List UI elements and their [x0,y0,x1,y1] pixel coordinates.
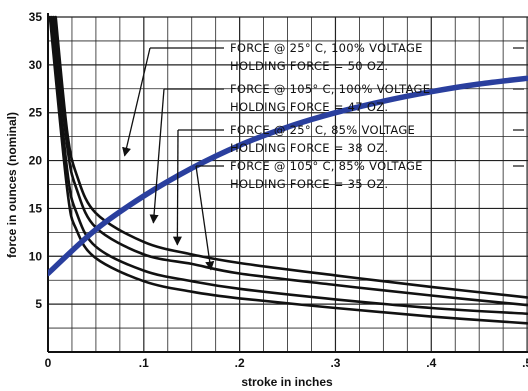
x-tick-label: .2 [235,356,245,370]
annotation-line2: HOLDING FORCE = 38 OZ. [230,141,388,155]
y-axis-label: force in ounces (nominal) [5,112,19,258]
tick-labels: 0 .1 .2 .3 .4 .5 5 10 15 20 25 30 35 [29,10,528,370]
annotation-line2: HOLDING FORCE = 35 OZ. [230,177,388,191]
annotation-line1: FORCE @ 105° C, 85% VOLTAGE [230,159,423,173]
x-axis-label: stroke in inches [241,375,333,389]
annotation-line1: FORCE @ 25° C, 85% VOLTAGE [230,123,415,137]
y-tick-label: 15 [29,201,43,215]
x-tick-label: .4 [426,356,436,370]
x-tick-label: .1 [139,356,149,370]
series-line-3 [50,15,528,315]
annotation-line2: HOLDING FORCE = 50 OZ. [230,59,388,73]
series-line-blue [48,75,528,277]
series-line-2 [52,15,528,307]
annotation-line1: FORCE @ 25° C, 100% VOLTAGE [230,41,423,55]
y-tick-label: 30 [29,58,43,72]
x-tick-label: .3 [330,356,340,370]
series-line-1 [54,15,528,299]
x-tick-label: .5 [522,356,528,370]
y-tick-label: 10 [29,249,43,263]
series-lines [48,15,528,325]
series-line-4 [48,15,528,325]
annotations: FORCE @ 25° C, 100% VOLTAGE HOLDING FORCE… [230,41,430,191]
annotation-line1: FORCE @ 105° C, 100% VOLTAGE [230,82,430,96]
y-tick-label: 25 [29,106,43,120]
annotation-leaders [122,47,524,271]
y-tick-label: 20 [29,154,43,168]
x-tick-label: 0 [45,356,52,370]
y-tick-label: 35 [29,10,43,24]
y-tick-label: 5 [35,297,42,311]
annotation-arrow [149,88,165,224]
annotation-arrow [122,47,151,157]
annotation-line2: HOLDING FORCE = 47 OZ. [230,100,388,114]
annotation-arrow [195,165,215,271]
annotation-arrow [172,129,182,246]
